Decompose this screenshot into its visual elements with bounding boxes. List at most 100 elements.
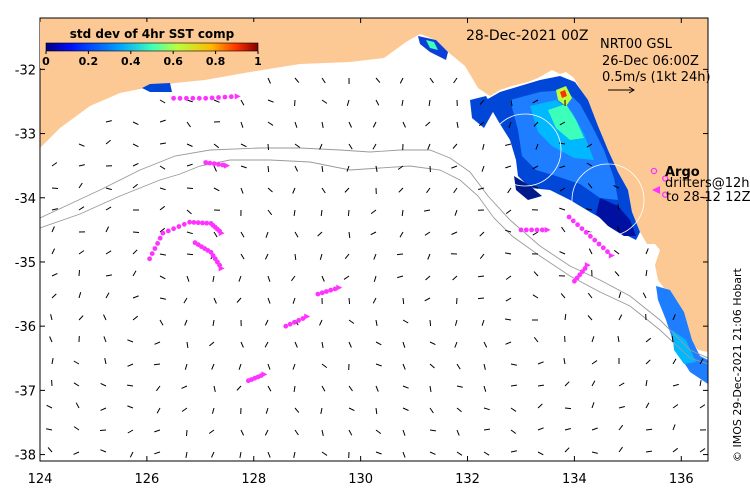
drifter-point <box>580 269 585 274</box>
drifter-point <box>222 94 228 100</box>
drifter-point <box>577 272 583 278</box>
drifter-end-marker <box>608 252 615 259</box>
drifter-small <box>203 160 231 169</box>
current-vector <box>478 187 485 190</box>
current-vector <box>105 206 112 211</box>
current-vector <box>372 121 377 128</box>
drifter-point <box>592 237 598 243</box>
current-vector <box>456 385 463 388</box>
current-vector <box>212 275 215 282</box>
drifter-point <box>204 220 210 226</box>
current-vector <box>240 429 245 436</box>
current-vector <box>429 363 435 369</box>
current-vector <box>294 165 299 172</box>
current-vector <box>505 341 512 345</box>
drifter-point <box>160 230 166 236</box>
drifter-point <box>300 316 306 321</box>
current-vector <box>559 251 566 255</box>
current-vector <box>51 208 58 211</box>
current-vector <box>294 121 298 128</box>
current-vector <box>127 384 134 387</box>
current-vector <box>402 429 406 436</box>
current-vector <box>51 358 54 365</box>
current-vector <box>186 429 188 437</box>
drifter-point <box>529 227 534 233</box>
current-vector <box>617 204 620 211</box>
drifter-point <box>523 227 529 233</box>
current-vector <box>153 363 161 366</box>
current-vector <box>51 293 57 299</box>
current-vector <box>428 99 431 106</box>
current-vector <box>51 226 55 233</box>
y-axis: -32 -33 -34 -35 -36 -37 -38 <box>15 63 708 464</box>
current-vector <box>533 121 539 127</box>
x-tick-label: 126 <box>134 472 159 487</box>
current-vector <box>236 297 242 303</box>
drifter-point <box>574 275 580 281</box>
current-vector <box>348 143 353 150</box>
current-vector <box>348 121 352 128</box>
current-vector <box>103 314 107 321</box>
current-vector <box>75 402 80 409</box>
drifter-end-marker <box>336 284 343 291</box>
current-vector <box>402 407 409 411</box>
current-vector <box>591 427 598 431</box>
drifter-point <box>570 218 576 224</box>
current-vector <box>591 336 595 343</box>
current-vector <box>429 429 436 432</box>
current-vector <box>375 407 378 415</box>
legend-line1: NRT00 GSL <box>600 37 673 52</box>
drifter-point <box>171 226 177 232</box>
current-vector <box>483 407 490 411</box>
colorbar-tick-label: 0 <box>42 55 50 68</box>
current-vector <box>372 143 377 150</box>
current-vector <box>559 165 566 169</box>
current-vector <box>294 341 298 348</box>
drifter-point <box>165 228 171 234</box>
current-vector <box>424 297 431 302</box>
drifter-point <box>176 224 182 229</box>
current-vector <box>532 165 539 170</box>
current-vector <box>132 231 140 233</box>
current-vector <box>159 165 166 170</box>
current-vector <box>456 121 459 128</box>
drifter-end-marker <box>224 162 231 169</box>
current-vector <box>425 121 431 127</box>
current-vector <box>586 143 593 148</box>
current-vector <box>699 404 706 409</box>
current-vector <box>477 297 485 300</box>
drifter-point <box>217 262 223 268</box>
current-vector <box>537 403 543 409</box>
current-vector <box>586 162 593 167</box>
current-vector <box>451 165 458 169</box>
current-vector <box>456 429 460 436</box>
current-vector <box>264 253 269 260</box>
current-vector <box>344 187 350 193</box>
current-vector <box>293 451 296 459</box>
current-vector <box>240 187 244 194</box>
colorbar-tick-label: 1 <box>254 55 262 68</box>
current-vector <box>184 363 188 370</box>
drifter-point <box>177 95 183 101</box>
x-tick-label: 136 <box>669 472 694 487</box>
current-vector <box>238 363 242 370</box>
current-vector <box>264 341 269 348</box>
current-vector <box>321 451 328 456</box>
sst-data-field <box>142 36 708 384</box>
current-vector <box>375 363 382 367</box>
current-vector <box>100 407 107 411</box>
current-vector <box>402 121 406 128</box>
drifter-point <box>319 290 325 296</box>
y-tick-label: -36 <box>15 320 36 335</box>
drifter-point <box>209 95 215 101</box>
current-vector <box>185 451 188 458</box>
current-vector <box>132 143 139 148</box>
drifter-north <box>171 93 241 101</box>
current-vector <box>402 297 405 305</box>
current-vector <box>373 275 377 282</box>
current-vector <box>186 99 193 103</box>
current-vector <box>396 253 404 256</box>
drifter-point <box>187 219 193 225</box>
drifter-eddy-inner <box>192 240 225 272</box>
current-vector <box>618 424 624 431</box>
